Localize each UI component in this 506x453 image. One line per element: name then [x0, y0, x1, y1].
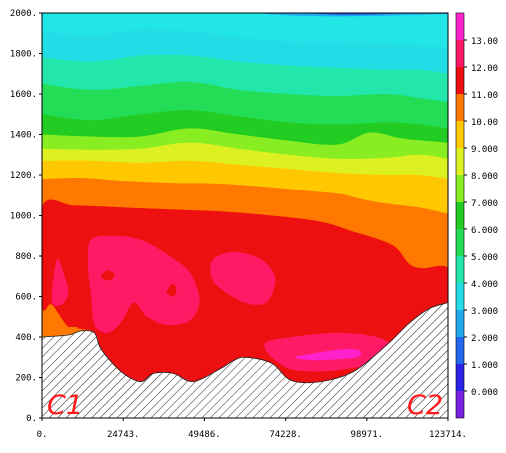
- colorbar-swatch: [456, 148, 464, 175]
- colorbar-swatch: [456, 121, 464, 148]
- colorbar-swatch: [456, 202, 464, 229]
- contour-patch: [87, 235, 200, 333]
- y-tick-label: 2000.: [10, 9, 37, 19]
- colorbar-swatch: [456, 175, 464, 202]
- y-tick-label: 1600.: [10, 90, 37, 100]
- contour-patch: [210, 251, 276, 305]
- y-tick-label: 200.: [15, 374, 37, 384]
- contour-patch: [100, 270, 115, 281]
- colorbar-label: 10.00: [471, 118, 498, 128]
- colorbar-label: 3.000: [471, 307, 498, 317]
- y-tick-label: 800.: [15, 252, 37, 262]
- colorbar-swatch: [456, 13, 464, 40]
- colorbar-frame: [455, 12, 465, 419]
- colorbar-swatch: [456, 391, 464, 418]
- x-axis: 0. 24743. 49486. 74228. 98971. 123714.: [37, 418, 467, 440]
- colorbar-label: 13.00: [471, 37, 498, 47]
- contour-band: [314, 13, 405, 16]
- colorbar-label: 11.00: [471, 91, 498, 101]
- colorbar-label: 1.000: [471, 361, 498, 371]
- colorbar-swatch: [456, 310, 464, 337]
- x-tick-label: 0.: [37, 430, 48, 440]
- colorbar-label: 4.000: [471, 280, 498, 290]
- colorbar-swatch: [456, 229, 464, 256]
- y-tick-label: 1200.: [10, 171, 37, 181]
- terrain-hatch: [42, 302, 448, 418]
- corner-label-right: C2: [407, 390, 443, 421]
- y-tick-label: 400.: [15, 333, 37, 343]
- colorbar-swatch: [456, 256, 464, 283]
- colorbar-swatch: [456, 364, 464, 391]
- plot-area: [42, 13, 448, 418]
- colorbar-swatch: [456, 94, 464, 121]
- y-tick-label: 600.: [15, 293, 37, 303]
- y-axis: 0. 200. 400. 600. 800. 1000. 1200. 1400. 1600. 18…: [10, 9, 42, 424]
- contour-patch: [294, 349, 362, 361]
- colorbar-label: 6.000: [471, 226, 498, 236]
- colorbar-label: 5.000: [471, 253, 498, 263]
- x-tick-label: 49486.: [188, 430, 221, 440]
- y-tick-label: 1000.: [10, 212, 37, 222]
- colorbar-swatch: [456, 337, 464, 364]
- x-tick-label: 74228.: [269, 430, 302, 440]
- colorbar-label: 9.000: [471, 145, 498, 155]
- colorbar-label: 12.00: [471, 64, 498, 74]
- colorbar-label: 7.000: [471, 199, 498, 209]
- contour-patch: [166, 284, 177, 297]
- colorbar-swatch: [456, 40, 464, 67]
- colorbar-swatch: [456, 67, 464, 94]
- corner-label-left: C1: [47, 390, 83, 421]
- x-tick-label: 24743.: [107, 430, 140, 440]
- contour-patch: [48, 326, 79, 334]
- colorbar: 0.000 1.000 2.000 3.000 4.000 5.000 6.000 7.000…: [455, 12, 498, 419]
- x-tick-label: 98971.: [351, 430, 384, 440]
- colorbar-label: 0.000: [471, 388, 498, 398]
- y-tick-label: 1400.: [10, 131, 37, 141]
- colorbar-swatch: [456, 283, 464, 310]
- colorbar-label: 8.000: [471, 172, 498, 182]
- y-tick-label: 1800.: [10, 50, 37, 60]
- x-tick-label: 123714.: [429, 430, 467, 440]
- colorbar-label: 2.000: [471, 334, 498, 344]
- contour-patch: [51, 258, 69, 306]
- y-tick-label: 0.: [26, 414, 37, 424]
